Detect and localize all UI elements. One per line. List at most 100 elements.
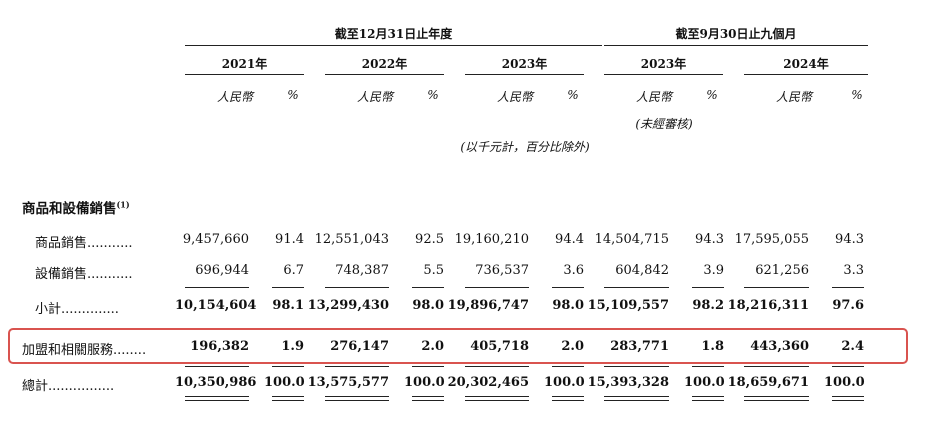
table-cell: 91.4 xyxy=(275,232,304,247)
table-cell: 1.9 xyxy=(281,339,304,354)
subtotal-rule-1 xyxy=(185,287,249,288)
group-header-nine-months: 截至9月30日止九個月 xyxy=(675,27,797,41)
year-header-2024-9m: 2024年 xyxy=(783,57,829,71)
table-cell: 98.1 xyxy=(272,298,304,313)
table-cell: 20,302,465 xyxy=(447,375,529,390)
row-label-text: 設備銷售 xyxy=(35,267,88,282)
subtotal-rule-5 xyxy=(465,287,529,288)
table-cell: 3.3 xyxy=(843,263,864,278)
group-header-fiscal-year: 截至12月31日止年度 xyxy=(334,27,453,41)
total-rule-1 xyxy=(185,366,249,367)
table-cell: 100.0 xyxy=(544,375,585,390)
table-cell: 13,299,430 xyxy=(307,298,389,313)
table-cell: 10,350,986 xyxy=(175,375,257,390)
table-cell: 97.6 xyxy=(832,298,864,313)
leader-dots: ................ xyxy=(48,379,115,394)
leader-dots: ........... xyxy=(87,236,133,251)
table-cell: 98.2 xyxy=(692,298,724,313)
year-rule-2023 xyxy=(465,74,584,75)
table-cell: 15,109,557 xyxy=(587,298,669,313)
table-cell: 100.0 xyxy=(824,375,865,390)
total-double-rule-3 xyxy=(325,396,389,401)
total-rule-6 xyxy=(552,366,584,367)
unaudited-note: (未經審核) xyxy=(635,117,693,131)
table-cell: 94.4 xyxy=(555,232,584,247)
table-cell: 94.3 xyxy=(695,232,724,247)
total-rule-8 xyxy=(692,366,724,367)
total-rule-10 xyxy=(832,366,864,367)
subtotal-rule-8 xyxy=(692,287,724,288)
section-title: 商品和設備銷售(1) xyxy=(22,197,130,218)
year-header-2023-9m: 2023年 xyxy=(640,57,687,71)
leader-dots: ........... xyxy=(87,267,133,282)
row-label-franchise-services: 加盟和相關服務........ xyxy=(22,339,146,358)
table-cell: 100.0 xyxy=(264,375,305,390)
table-cell: 196,382 xyxy=(190,339,249,354)
table-cell: 3.9 xyxy=(703,263,724,278)
table-cell: 736,537 xyxy=(475,263,529,278)
total-double-rule-9 xyxy=(744,396,809,401)
total-rule-5 xyxy=(465,366,529,367)
table-cell: 15,393,328 xyxy=(587,375,669,390)
total-double-rule-8 xyxy=(692,396,724,401)
row-label-total: 總計................ xyxy=(22,375,114,394)
year-rule-2021 xyxy=(185,74,304,75)
table-cell: 14,504,715 xyxy=(594,232,669,247)
highlight-box xyxy=(8,328,908,364)
table-cell: 94.3 xyxy=(835,232,864,247)
table-cell: 10,154,604 xyxy=(175,298,257,313)
unit-rmb-2021: 人民幣 xyxy=(216,90,253,104)
table-cell: 19,160,210 xyxy=(454,232,529,247)
table-cell: 6.7 xyxy=(283,263,304,278)
unit-pct-2024-9m: % xyxy=(851,88,863,102)
table-cell: 283,771 xyxy=(610,339,669,354)
unit-pct-2021: % xyxy=(287,88,299,102)
total-double-rule-4 xyxy=(412,396,444,401)
total-rule-3 xyxy=(325,366,389,367)
total-double-rule-10 xyxy=(832,396,864,401)
total-rule-9 xyxy=(744,366,809,367)
total-rule-7 xyxy=(604,366,669,367)
table-cell: 2.0 xyxy=(421,339,444,354)
row-label-goods-sales: 商品銷售........... xyxy=(35,232,132,251)
subtotal-rule-4 xyxy=(412,287,444,288)
year-header-2023: 2023年 xyxy=(501,57,548,71)
unit-pct-2023-9m: % xyxy=(706,88,718,102)
table-cell: 92.5 xyxy=(415,232,444,247)
row-label-text: 商品銷售 xyxy=(35,236,88,251)
total-double-rule-6 xyxy=(552,396,584,401)
table-cell: 276,147 xyxy=(330,339,389,354)
table-cell: 3.6 xyxy=(563,263,584,278)
unit-rmb-2022: 人民幣 xyxy=(356,90,393,104)
table-cell: 2.4 xyxy=(841,339,864,354)
table-cell: 12,551,043 xyxy=(314,232,389,247)
table-cell: 9,457,660 xyxy=(182,232,249,247)
year-rule-2023-9m xyxy=(604,74,723,75)
total-rule-4 xyxy=(412,366,444,367)
table-cell: 18,659,671 xyxy=(727,375,809,390)
row-label-text: 小計 xyxy=(35,302,62,317)
row-label-subtotal: 小計.............. xyxy=(35,298,119,317)
units-note: (以千元計，百分比除外) xyxy=(460,140,590,154)
table-cell: 443,360 xyxy=(750,339,809,354)
year-rule-2024-9m xyxy=(744,74,868,75)
table-cell: 1.8 xyxy=(701,339,724,354)
table-cell: 17,595,055 xyxy=(734,232,809,247)
table-cell: 98.0 xyxy=(412,298,444,313)
table-cell: 18,216,311 xyxy=(727,298,809,313)
subtotal-rule-7 xyxy=(604,287,669,288)
table-cell: 100.0 xyxy=(684,375,725,390)
leader-dots: ........ xyxy=(113,343,147,358)
leader-dots: .............. xyxy=(61,302,119,317)
row-label-text: 總計 xyxy=(22,379,49,394)
subtotal-rule-2 xyxy=(272,287,304,288)
row-label-equipment-sales: 設備銷售........... xyxy=(35,263,132,282)
total-double-rule-2 xyxy=(272,396,304,401)
section-footnote-marker: (1) xyxy=(116,199,130,210)
subtotal-rule-9 xyxy=(744,287,809,288)
table-cell: 696,944 xyxy=(195,263,249,278)
total-rule-2 xyxy=(272,366,304,367)
table-cell: 405,718 xyxy=(470,339,529,354)
unit-rmb-2023: 人民幣 xyxy=(496,90,533,104)
row-label-text: 加盟和相關服務 xyxy=(22,343,114,358)
